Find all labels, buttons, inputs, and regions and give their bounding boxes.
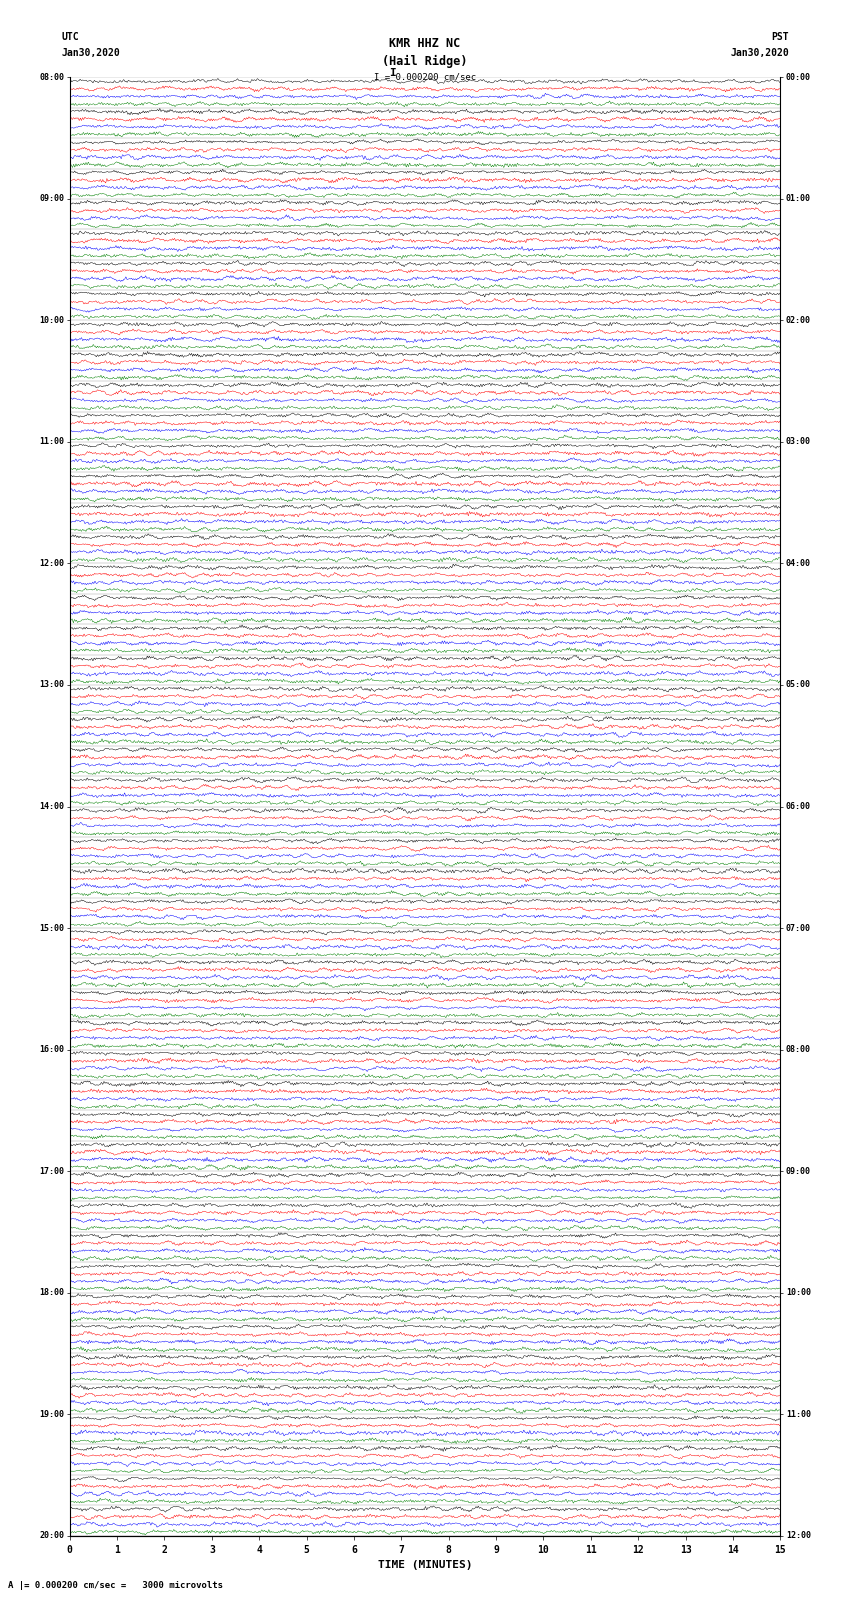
Text: I = 0.000200 cm/sec: I = 0.000200 cm/sec <box>374 73 476 82</box>
Text: PST: PST <box>771 32 789 42</box>
X-axis label: TIME (MINUTES): TIME (MINUTES) <box>377 1560 473 1569</box>
Text: KMR HHZ NC: KMR HHZ NC <box>389 37 461 50</box>
Text: I: I <box>389 68 396 77</box>
Text: Jan30,2020: Jan30,2020 <box>730 48 789 58</box>
Text: Jan30,2020: Jan30,2020 <box>61 48 120 58</box>
Text: UTC: UTC <box>61 32 79 42</box>
Text: A |= 0.000200 cm/sec =   3000 microvolts: A |= 0.000200 cm/sec = 3000 microvolts <box>8 1581 224 1590</box>
Text: (Hail Ridge): (Hail Ridge) <box>382 55 468 68</box>
